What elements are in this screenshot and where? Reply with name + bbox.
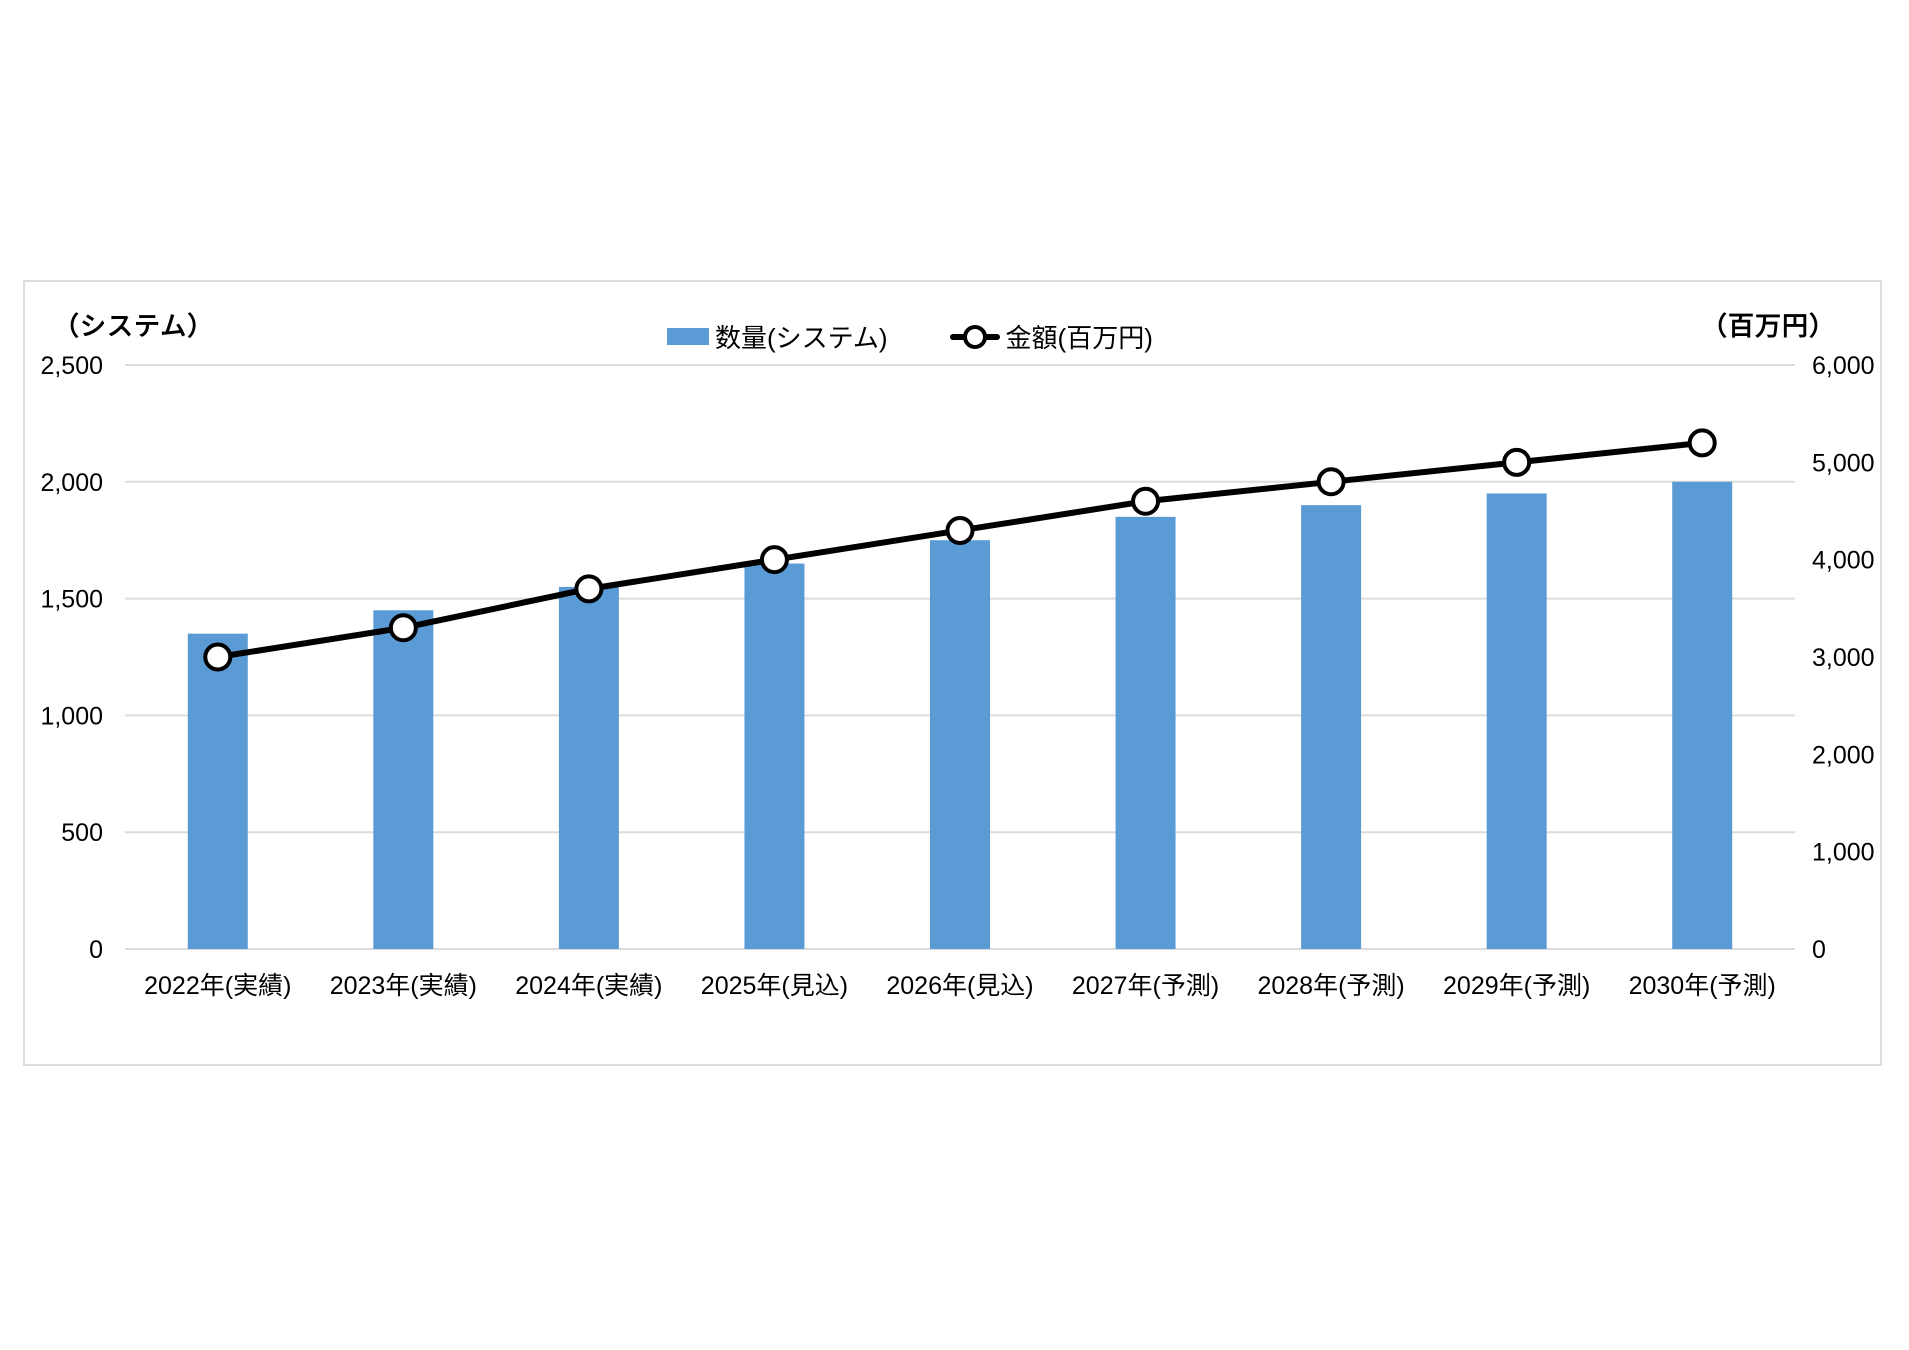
x-axis-label: 2030年(予測) (1629, 972, 1776, 1000)
bar-2030年(予測) (1672, 481, 1733, 949)
left-axis-tick: 1,500 (40, 586, 103, 614)
right-axis-tick: 5,000 (1812, 449, 1875, 477)
marker-2030年(予測) (1687, 428, 1717, 458)
right-axis-tick: 4,000 (1812, 547, 1875, 575)
bar-2023年(実績) (373, 610, 434, 949)
x-axis-label: 2027年(予測) (1072, 972, 1219, 1000)
marker-2028年(予測) (1316, 467, 1346, 497)
left-axis-tick: 500 (61, 819, 103, 847)
left-axis-tick: 2,500 (40, 352, 103, 380)
left-axis-tick: 0 (89, 936, 103, 964)
circle-marker-icon (962, 324, 987, 349)
x-axis-label: 2029年(予測) (1443, 972, 1590, 1000)
marker-2026年(見込) (945, 515, 975, 545)
x-axis-label: 2022年(実績) (144, 972, 291, 1000)
left-axis-tick: 2,000 (40, 469, 103, 497)
right-axis-tick: 1,000 (1812, 839, 1875, 867)
legend-item-amount: 金額(百万円) (949, 318, 1153, 355)
chart-panel: （システム） （百万円） 数量(システム) 金額(百万円) 0 500 1,000 1… (23, 280, 1882, 1066)
right-axis-title: （百万円） (1700, 311, 1836, 341)
left-axis-tick: 1,000 (40, 702, 103, 730)
marker-2025年(見込) (759, 545, 789, 575)
bar-2025年(見込) (744, 563, 805, 949)
right-axis-tick: 2,000 (1812, 741, 1875, 769)
right-axis-tick: 6,000 (1812, 352, 1875, 380)
x-axis-label: 2025年(見込) (701, 972, 848, 1000)
bar-series-swatch-icon (667, 328, 709, 345)
marker-2029年(予測) (1502, 447, 1532, 477)
x-axis-label: 2024年(実績) (515, 972, 662, 1000)
chart-svg: 0 500 1,000 1,500 2,000 2,500 0 1,000 2,000 3,000… (40, 352, 1875, 1000)
bar-2026年(見込) (930, 540, 990, 949)
line-series-swatch-icon (949, 324, 1000, 350)
marker-2027年(予測) (1131, 486, 1161, 516)
right-axis-tick: 3,000 (1812, 644, 1875, 672)
bar-2028年(予測) (1301, 505, 1362, 949)
x-axis-label: 2026年(見込) (886, 972, 1033, 1000)
legend-label-quantity: 数量(システム) (715, 323, 888, 353)
left-axis-title: （システム） (53, 311, 215, 341)
legend: 数量(システム) 金額(百万円) (667, 318, 1153, 355)
right-axis-tick: 0 (1812, 936, 1826, 964)
bar-2029年(予測) (1486, 493, 1547, 949)
legend-label-amount: 金額(百万円) (1005, 323, 1153, 353)
x-axis-label: 2028年(予測) (1257, 972, 1404, 1000)
legend-item-quantity: 数量(システム) (667, 318, 888, 355)
x-axis-label: 2023年(実績) (330, 972, 477, 1000)
marker-2022年(実績) (203, 642, 233, 672)
bar-2024年(実績) (558, 586, 619, 949)
marker-2024年(実績) (574, 574, 604, 604)
bar-2027年(予測) (1115, 516, 1176, 949)
marker-2023年(実績) (388, 613, 418, 643)
bar-2022年(実績) (187, 633, 248, 949)
